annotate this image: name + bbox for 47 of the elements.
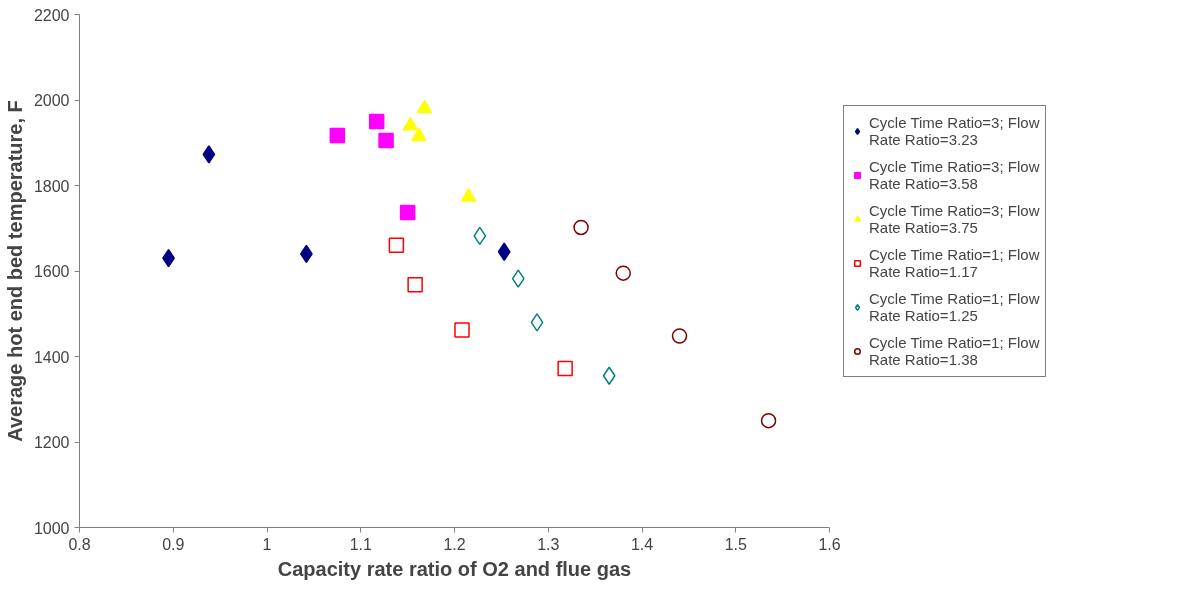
point <box>416 99 433 114</box>
point <box>615 265 631 281</box>
y-tick-label: 1400 <box>33 348 70 366</box>
y-axis-title: Average hot end bed temperature, F <box>3 100 26 442</box>
x-tick-label: 1.1 <box>349 535 372 553</box>
point <box>497 242 511 262</box>
legend-label: Cycle Time Ratio=1; Flow Rate Ratio=1.17 <box>869 245 1040 282</box>
y-tick-label: 1600 <box>33 263 70 280</box>
point <box>368 113 385 130</box>
x-tick-label: 0.8 <box>68 535 91 553</box>
point <box>399 204 416 221</box>
point <box>454 322 470 338</box>
point <box>411 127 427 142</box>
point <box>557 360 573 377</box>
y-tick-label: 1800 <box>33 177 70 195</box>
y-tick-label: 2200 <box>33 6 70 24</box>
y-tick-label: 1000 <box>33 519 70 537</box>
legend-label: Cycle Time Ratio=3; Flow Rate Ratio=3.75 <box>869 201 1040 238</box>
x-tick-label: 1.3 <box>537 535 560 553</box>
point <box>460 188 477 202</box>
x-tick-label: 1.4 <box>630 535 654 553</box>
point <box>299 244 313 264</box>
y-tick-label: 1200 <box>33 434 70 451</box>
x-tick-label: 1.2 <box>443 535 466 553</box>
point <box>760 412 777 429</box>
point <box>202 145 216 164</box>
point <box>530 313 544 332</box>
legend-label: Cycle Time Ratio=3; Flow Rate Ratio=3.23 <box>869 113 1040 150</box>
x-axis-title: Capacity rate ratio of O2 and flue gas <box>277 557 632 580</box>
x-tick-label: 1.5 <box>724 535 747 553</box>
point <box>407 276 423 293</box>
x-tick-label: 0.9 <box>162 535 185 553</box>
point <box>473 226 487 246</box>
point <box>602 366 616 385</box>
point <box>378 132 394 149</box>
point <box>511 269 525 288</box>
point <box>388 237 405 254</box>
point <box>329 127 346 144</box>
y-tick-label: 2000 <box>33 92 70 109</box>
point <box>402 116 419 131</box>
legend-label: Cycle Time Ratio=3; Flow Rate Ratio=3.58 <box>869 157 1040 194</box>
legend-label: Cycle Time Ratio=1; Flow Rate Ratio=1.25 <box>869 289 1040 326</box>
point <box>573 219 589 236</box>
x-tick-label: 1.6 <box>818 535 841 553</box>
x-tick-label: 1 <box>262 535 272 553</box>
legend-label: Cycle Time Ratio=1; Flow Rate Ratio=1.38 <box>869 333 1040 370</box>
point <box>671 328 688 344</box>
